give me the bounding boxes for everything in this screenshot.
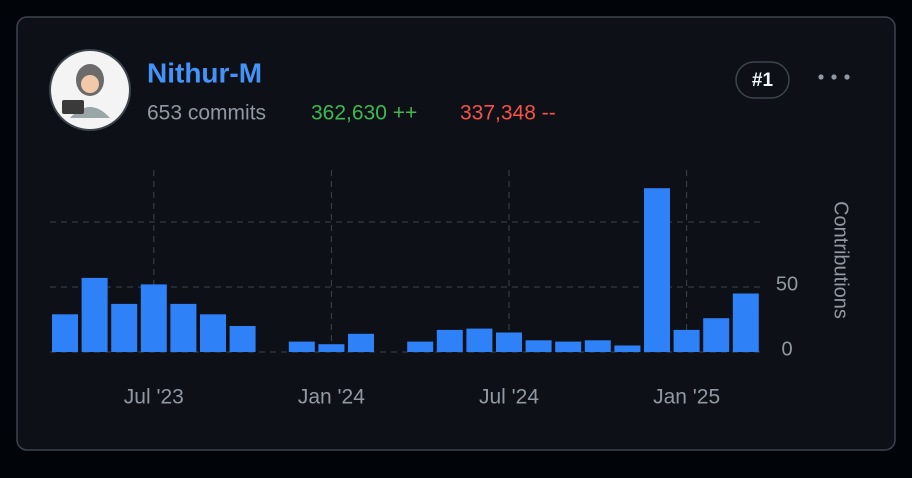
dot (818, 74, 824, 80)
user-name[interactable]: Nithur-M (147, 57, 262, 88)
rank-badge (735, 61, 790, 99)
bar (318, 344, 345, 352)
bar (436, 329, 463, 352)
bar (407, 341, 434, 352)
bar (614, 345, 641, 352)
bar (555, 341, 582, 352)
more-menu[interactable] (818, 74, 850, 80)
rank-label: #1 (752, 70, 774, 91)
avatar-face (81, 75, 99, 93)
bar (229, 326, 256, 352)
x-tick-label: Jul '24 (479, 386, 539, 409)
x-tick-label: Jul '23 (124, 386, 184, 409)
bar (111, 303, 138, 352)
bar (140, 284, 167, 352)
bar (644, 188, 670, 352)
bar (200, 314, 226, 352)
bar (52, 314, 78, 352)
bar (288, 341, 315, 352)
bar (525, 340, 552, 352)
bar (584, 340, 611, 352)
avatar-laptop (62, 100, 84, 114)
dot (831, 74, 837, 80)
bar (703, 318, 730, 352)
bar (348, 333, 374, 352)
x-tick-label: Jan '25 (653, 386, 720, 409)
bar (496, 332, 522, 352)
avatar[interactable] (49, 49, 131, 131)
deletions: 337,348 -- (460, 102, 556, 125)
commit-count: 653 commits (147, 102, 266, 125)
x-tick-label: Jan '24 (298, 386, 365, 409)
y-tick-label: 0 (781, 338, 792, 360)
bar (170, 303, 197, 352)
additions: 362,630 ++ (311, 102, 417, 125)
bar (732, 293, 759, 352)
bar (466, 328, 493, 352)
dot (844, 74, 850, 80)
y-tick-label: 50 (776, 273, 798, 295)
y-axis-label: Contributions (830, 201, 852, 319)
bar (673, 329, 700, 352)
bar (81, 277, 108, 352)
